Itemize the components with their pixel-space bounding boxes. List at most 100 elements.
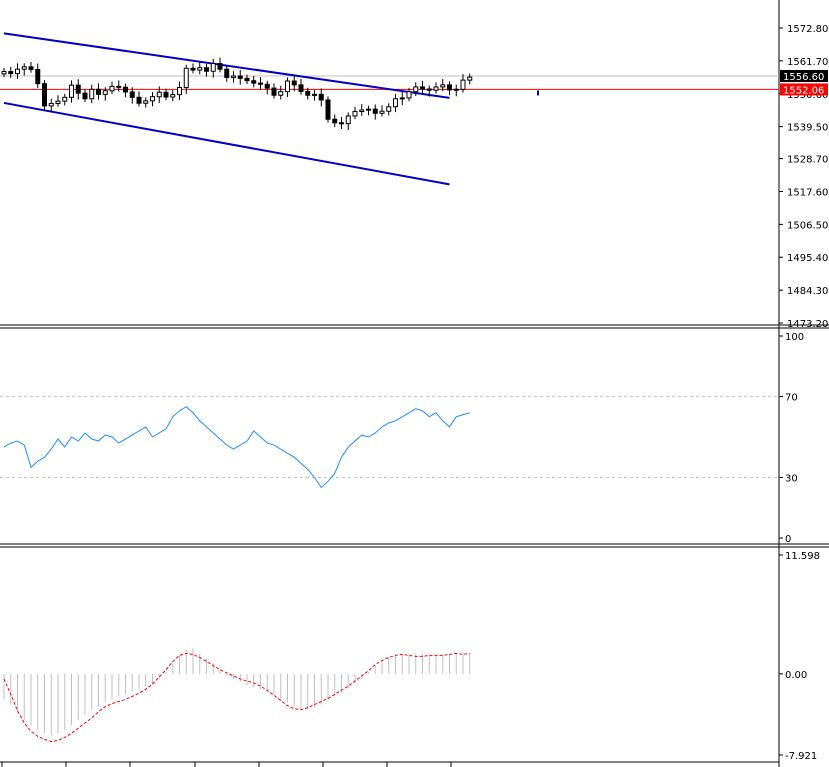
time-axis-ticks bbox=[1, 762, 452, 767]
candle-body bbox=[359, 109, 365, 113]
macd-signal-line bbox=[3, 652, 470, 742]
candle bbox=[244, 74, 250, 84]
macd-axis-tick-label: 11.598 bbox=[785, 551, 820, 562]
candle bbox=[372, 104, 378, 120]
candle bbox=[123, 83, 128, 98]
candle-body bbox=[129, 91, 135, 98]
candle-body bbox=[102, 90, 108, 95]
price-axis-tick-label: 1517.60 bbox=[787, 187, 828, 198]
price-axis-tick-label: 1539.50 bbox=[787, 123, 828, 134]
candle-body bbox=[447, 84, 452, 91]
candle bbox=[69, 80, 74, 103]
candle bbox=[440, 78, 446, 92]
candle-body bbox=[62, 96, 68, 102]
candle-body bbox=[426, 88, 432, 91]
candle bbox=[258, 77, 263, 90]
candle bbox=[359, 104, 365, 116]
candle bbox=[183, 64, 189, 94]
candle bbox=[143, 97, 149, 108]
macd-panel[interactable]: 11.598 0.00 -7.921 bbox=[3, 551, 820, 762]
candle-body bbox=[271, 87, 277, 96]
candle-body bbox=[339, 122, 344, 125]
candle bbox=[271, 83, 277, 99]
price-axis-tick-label: 1572.80 bbox=[787, 24, 828, 35]
candle-body bbox=[35, 68, 41, 85]
candle-body bbox=[136, 96, 142, 104]
candle-body bbox=[237, 75, 243, 79]
candle bbox=[15, 63, 20, 79]
candle-body bbox=[42, 83, 47, 107]
candle-body bbox=[264, 83, 270, 89]
candle bbox=[204, 64, 209, 77]
candle-body bbox=[453, 88, 459, 91]
candle-body bbox=[75, 84, 81, 94]
candle bbox=[305, 87, 311, 100]
candle-body bbox=[15, 68, 20, 75]
candle-body bbox=[48, 103, 54, 107]
candle bbox=[156, 86, 162, 104]
price-axis-tick-label: 1473.20 bbox=[787, 319, 828, 330]
candle-body bbox=[163, 91, 169, 98]
rsi-panel[interactable]: 100 70 30 0 bbox=[0, 332, 804, 545]
candle-body bbox=[393, 98, 398, 108]
candle bbox=[345, 112, 351, 131]
candle-body bbox=[217, 63, 223, 70]
rsi-axis-ticks: 100 70 30 0 bbox=[779, 332, 804, 545]
macd-axis-tick-label: 0.00 bbox=[785, 670, 807, 681]
hline-price-tag-bg bbox=[780, 83, 828, 96]
candle-body bbox=[352, 111, 358, 117]
candle-body bbox=[325, 99, 331, 120]
candle-body bbox=[433, 86, 439, 91]
candle bbox=[312, 89, 317, 101]
candle bbox=[386, 103, 392, 116]
candle bbox=[467, 73, 473, 85]
candle bbox=[332, 114, 338, 128]
hline-price-tag: 1552.06 bbox=[780, 83, 828, 96]
price-axis-tick-label: 1484.30 bbox=[787, 286, 828, 297]
candle bbox=[237, 70, 243, 85]
candle bbox=[170, 89, 176, 102]
candle-body bbox=[244, 77, 250, 82]
candle bbox=[352, 106, 358, 120]
candle bbox=[453, 84, 459, 97]
candle bbox=[177, 81, 182, 100]
candle-body bbox=[399, 97, 405, 100]
trend-channel-lower-line[interactable] bbox=[3, 101, 450, 186]
candle bbox=[339, 116, 344, 129]
bid-price-tag-label: 1556.60 bbox=[783, 72, 824, 83]
macd-axis-tick-label: -7.921 bbox=[785, 751, 817, 762]
candle bbox=[224, 65, 230, 82]
candle bbox=[62, 93, 68, 106]
candle-body bbox=[197, 67, 203, 71]
candle-body bbox=[224, 68, 230, 78]
candle-body bbox=[190, 67, 196, 71]
candle bbox=[285, 77, 290, 98]
candle-body bbox=[285, 80, 290, 93]
price-panel[interactable]: 1572.801561.701550.601539.501528.701517.… bbox=[0, 24, 828, 330]
candle-body bbox=[21, 66, 27, 70]
candle bbox=[163, 88, 169, 101]
candle bbox=[325, 96, 331, 123]
candle bbox=[197, 61, 203, 75]
candle bbox=[28, 62, 34, 73]
candle-body bbox=[170, 94, 176, 98]
price-axis-tick-label: 1528.70 bbox=[787, 155, 828, 166]
candle-body bbox=[372, 108, 378, 114]
candle bbox=[379, 105, 385, 117]
candle bbox=[96, 83, 101, 100]
candle bbox=[55, 95, 61, 107]
candle bbox=[129, 87, 135, 104]
candle-body bbox=[379, 110, 385, 114]
candle bbox=[21, 63, 27, 76]
candle bbox=[420, 81, 425, 95]
candle bbox=[433, 82, 439, 94]
candle-body bbox=[467, 76, 473, 81]
candle-body bbox=[305, 90, 311, 96]
candle bbox=[413, 82, 419, 96]
candle bbox=[264, 80, 270, 95]
candle-body bbox=[123, 86, 128, 93]
candle bbox=[1, 67, 7, 78]
candle bbox=[210, 58, 216, 78]
bid-price-tag: 1556.60 bbox=[780, 69, 828, 83]
